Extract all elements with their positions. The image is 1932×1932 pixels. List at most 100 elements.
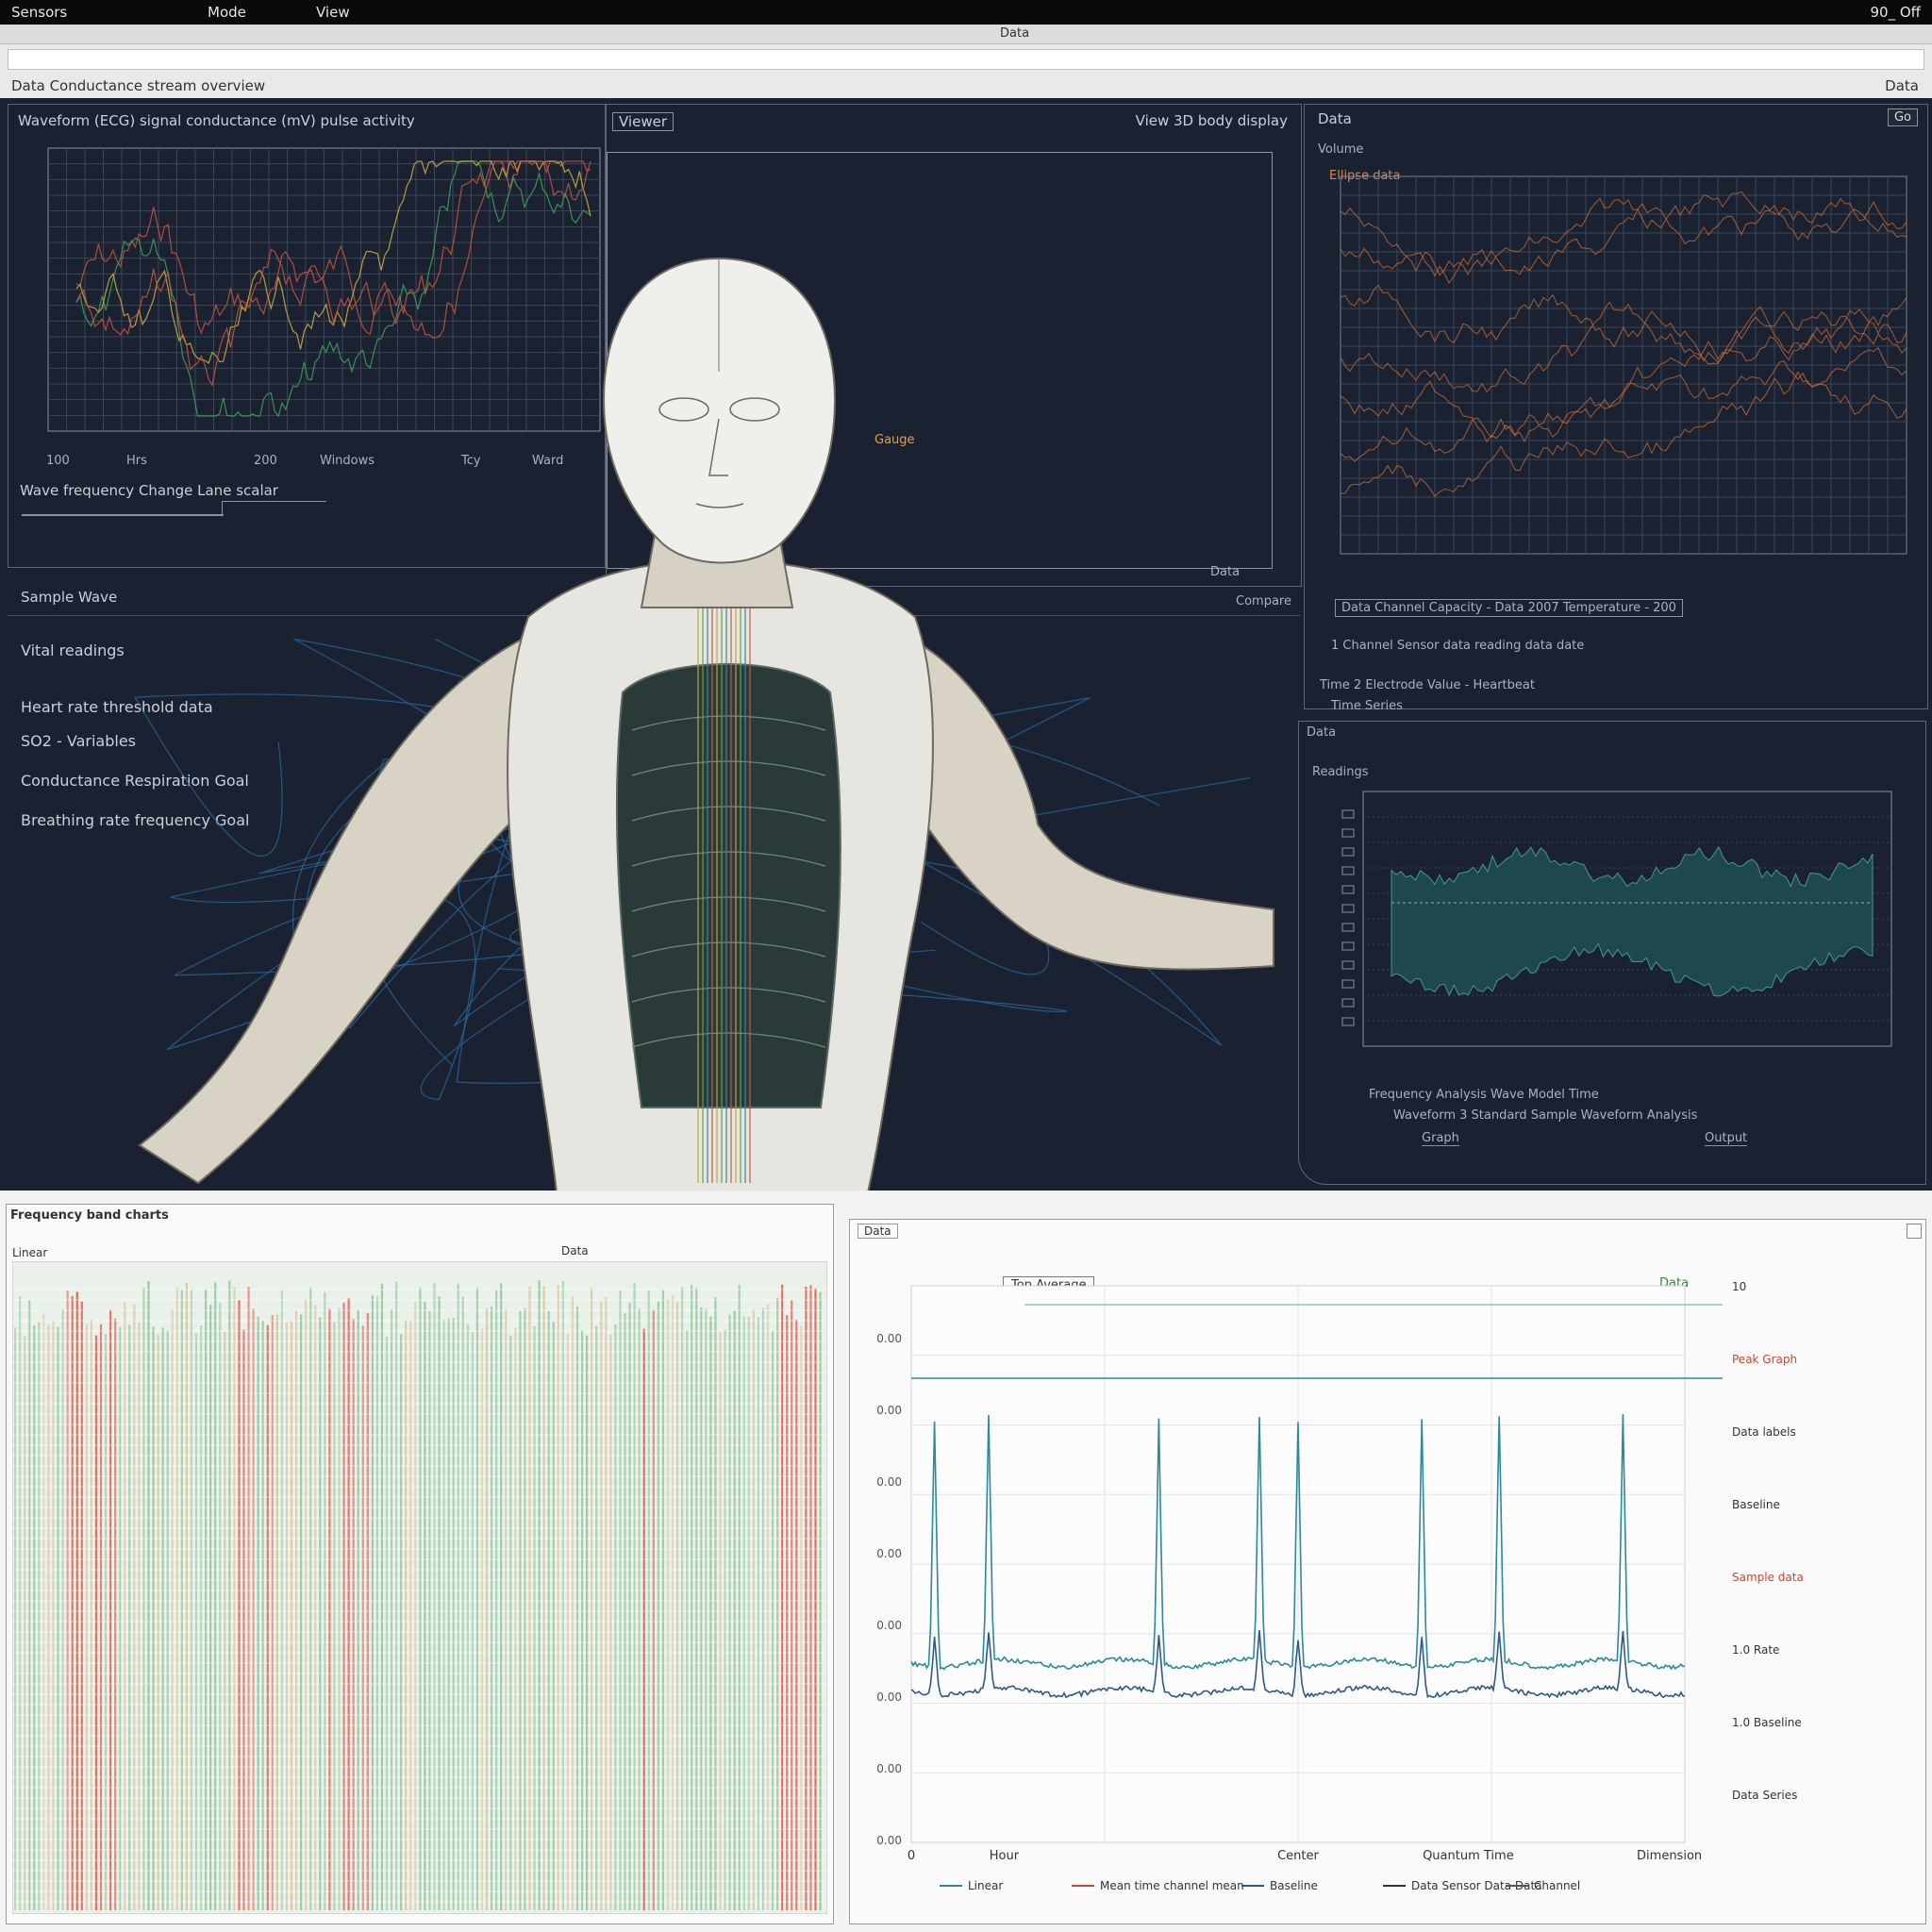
band-column <box>757 1317 759 1910</box>
band-column <box>347 1298 350 1910</box>
band-column <box>509 1335 512 1910</box>
conductance-trace <box>1340 371 1907 498</box>
slider-bracket <box>222 501 326 515</box>
menu-sensors[interactable]: Sensors <box>11 4 68 21</box>
waveform-title: Waveform (ECG) signal conductance (mV) p… <box>18 112 415 129</box>
band-column <box>491 1306 493 1910</box>
band-column <box>528 1286 531 1910</box>
band-column <box>209 1305 212 1910</box>
legend-label: Mean time channel mean <box>1100 1879 1244 1892</box>
readings-caption: Frequency Analysis Wave Model Time <box>1369 1088 1599 1102</box>
ecg-chart: 0.00 0.00 0.00 0.00 0.00 0.00 0.00 0.00 10 Peak G… <box>876 1280 1804 1892</box>
band-column <box>571 1296 575 1910</box>
band-column <box>552 1322 555 1910</box>
band-column <box>776 1297 779 1910</box>
ecg-tab[interactable]: Data <box>858 1224 898 1239</box>
band-column <box>42 1314 45 1910</box>
band-column <box>738 1284 741 1910</box>
x-tick: Windows <box>320 454 375 468</box>
band-column <box>219 1302 222 1910</box>
band-column <box>228 1280 231 1910</box>
band-column <box>733 1310 736 1910</box>
readings-panel-sub: Readings <box>1312 765 1369 779</box>
go-button[interactable]: Go <box>1887 108 1918 126</box>
band-column <box>171 1308 174 1910</box>
band-column <box>38 1322 41 1910</box>
band-column <box>180 1290 183 1910</box>
band-column <box>575 1306 579 1910</box>
band-column <box>357 1309 359 1910</box>
band-column <box>714 1297 717 1910</box>
band-column <box>175 1288 178 1910</box>
menu-mode[interactable]: Mode <box>208 4 246 21</box>
breadcrumb: Data Conductance stream overview <box>11 77 266 94</box>
band-column <box>314 1305 317 1910</box>
band-column <box>275 1314 278 1910</box>
address-field[interactable] <box>8 49 1924 70</box>
x-tick-label: Quantum Time <box>1423 1849 1514 1863</box>
band-column <box>124 1302 126 1910</box>
readings-area <box>1391 845 1874 997</box>
band-column <box>600 1302 603 1910</box>
band-column <box>342 1302 345 1910</box>
close-icon[interactable] <box>1907 1224 1922 1239</box>
conductance-trace-chart <box>1340 175 1907 555</box>
band-column <box>609 1334 612 1910</box>
readings-caption-2: Waveform 3 Standard Sample Waveform Anal… <box>1393 1108 1698 1123</box>
x-tick: Tcy <box>461 454 481 468</box>
band-column <box>300 1314 303 1910</box>
band-column <box>352 1319 355 1910</box>
gauge-marker: Gauge <box>874 433 915 447</box>
graph-button[interactable]: Graph <box>1422 1131 1459 1146</box>
x-tick-label: 0 <box>908 1849 915 1863</box>
right-label: Sample data <box>1732 1571 1804 1584</box>
viewer-header: View 3D body display <box>1135 112 1288 129</box>
band-column <box>452 1318 455 1910</box>
band-column <box>252 1308 255 1910</box>
compare-label[interactable]: Compare <box>1236 594 1291 608</box>
band-column <box>624 1313 626 1910</box>
band-column <box>800 1325 803 1910</box>
band-column <box>199 1325 203 1910</box>
right-label: 10 <box>1732 1280 1746 1293</box>
vital-line: Heart rate threshold data <box>21 698 213 716</box>
band-column <box>681 1287 684 1910</box>
band-column <box>433 1282 436 1910</box>
band-column <box>257 1316 259 1910</box>
band-column <box>24 1336 26 1910</box>
band-column <box>500 1283 503 1910</box>
band-column <box>724 1329 726 1910</box>
viewer-tag[interactable]: Viewer <box>612 112 674 131</box>
band-column <box>147 1281 150 1910</box>
legend-label: Linear <box>968 1879 1003 1892</box>
conductance-trace <box>1340 284 1907 364</box>
band-column <box>80 1301 83 1910</box>
human-body-model[interactable] <box>132 164 1283 1192</box>
output-button[interactable]: Output <box>1705 1131 1748 1146</box>
channel-line: Time 2 Electrode Value - Heartbeat <box>1320 678 1535 692</box>
conductance-trace <box>1340 301 1907 393</box>
ecg-trace-lower <box>910 1629 1686 1699</box>
slider-track[interactable] <box>22 514 224 516</box>
band-column <box>719 1331 722 1910</box>
menu-view[interactable]: View <box>316 4 350 21</box>
band-column <box>385 1336 389 1910</box>
band-column <box>152 1326 155 1910</box>
network-line <box>291 695 1223 1046</box>
band-column <box>338 1307 341 1910</box>
band-column <box>280 1290 283 1910</box>
tab-data[interactable]: Data <box>1000 26 1030 41</box>
x-tick: 100 <box>46 454 70 468</box>
data-panel: Data Go Volume Ellipse data Data Channel… <box>1304 104 1928 713</box>
band-column <box>595 1325 598 1910</box>
rib-line <box>631 987 826 1003</box>
band-column <box>524 1307 526 1910</box>
y-tick-label: 0.00 <box>876 1690 902 1704</box>
band-column <box>591 1288 593 1910</box>
toolbar-right-label[interactable]: Data <box>1885 77 1919 94</box>
right-label: 1.0 Rate <box>1732 1643 1779 1657</box>
band-column <box>580 1330 584 1910</box>
band-column <box>638 1308 641 1910</box>
frequency-band-chart <box>12 1261 827 1914</box>
band-column <box>185 1282 188 1910</box>
